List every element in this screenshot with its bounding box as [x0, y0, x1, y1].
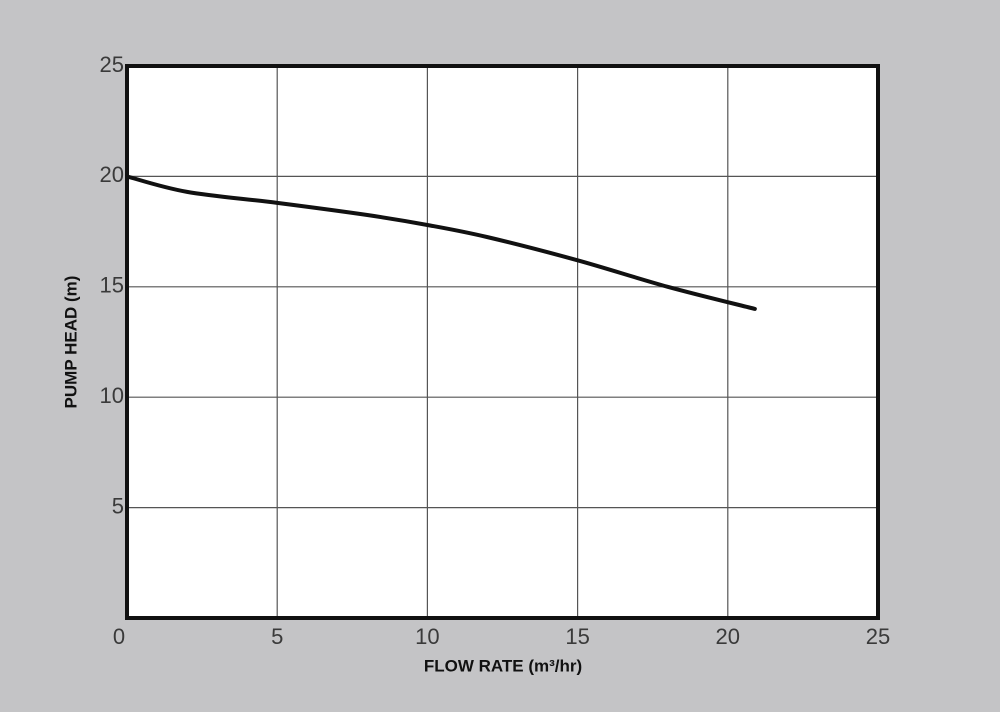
- y-tick-label: 5: [112, 493, 124, 518]
- y-tick-label: 20: [100, 162, 124, 187]
- x-tick-label: 25: [866, 624, 890, 649]
- x-axis-title: FLOW RATE (m³/hr): [424, 656, 582, 675]
- x-tick-label: 15: [565, 624, 589, 649]
- curve: [125, 174, 757, 311]
- x-tick-label: 10: [415, 624, 439, 649]
- y-tick-label: 15: [100, 273, 124, 298]
- y-tick-label: 25: [100, 52, 124, 77]
- x-tick-label: 0: [113, 624, 125, 649]
- y-axis-title: PUMP HEAD (m): [61, 276, 80, 409]
- plot-area: [127, 66, 878, 618]
- y-tick-label: 10: [100, 383, 124, 408]
- x-tick-label: 20: [716, 624, 740, 649]
- x-tick-label: 5: [271, 624, 283, 649]
- plot-frame: [125, 64, 880, 620]
